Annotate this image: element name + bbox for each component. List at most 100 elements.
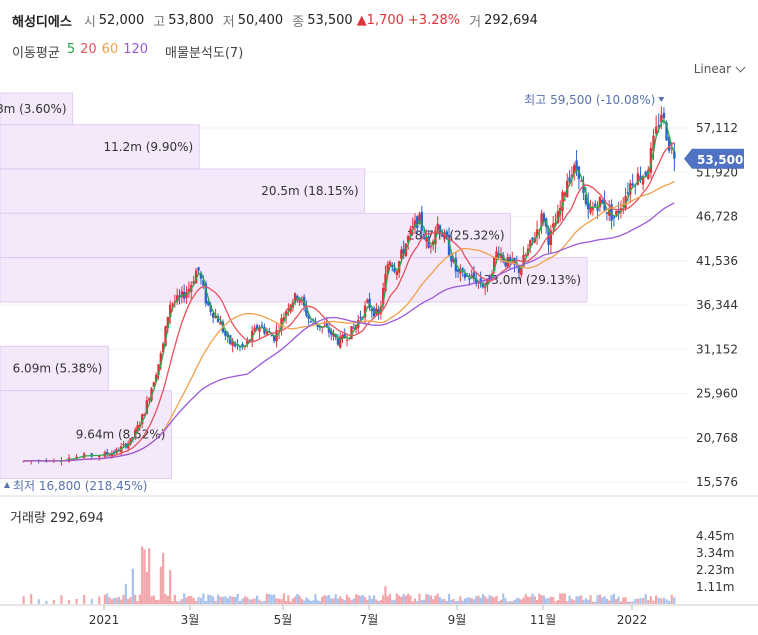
header-volume: 292,694 (484, 12, 538, 28)
candle-body (175, 295, 179, 302)
volume-bar (253, 598, 256, 604)
volume-bar (357, 594, 360, 604)
volume-bar (155, 599, 158, 604)
price-tick-label: 31,152 (696, 342, 738, 356)
volume-bar (231, 596, 234, 604)
volume-bar (138, 594, 141, 604)
volume-bar (236, 593, 239, 604)
volume-bar (289, 601, 292, 604)
volume-bar (624, 597, 627, 604)
volume-bar (270, 594, 273, 604)
volume-bar (598, 594, 602, 604)
volume-bar (502, 593, 505, 604)
candle-body (152, 382, 156, 387)
volume-bar (477, 595, 480, 604)
volume-bar (463, 598, 466, 604)
max-price-label: 최고 59,500 (-10.08%) (524, 93, 655, 107)
candle-body (486, 278, 489, 286)
candle-body (483, 286, 487, 288)
candle-body (418, 214, 421, 224)
ma-5-label[interactable]: 5 (66, 42, 76, 57)
volume-bar (617, 596, 620, 604)
ma-120-label[interactable]: 120 (123, 42, 149, 57)
volume-bar (538, 593, 541, 604)
candle-body (441, 234, 444, 237)
volume-bar (438, 596, 442, 604)
candle-body (171, 303, 174, 305)
candle-body (246, 340, 249, 344)
x-tick-label: 3월 (181, 613, 200, 627)
moving-average-line (23, 202, 675, 462)
candle-body (626, 192, 630, 194)
close-label: 종 (292, 14, 305, 30)
ma-60-label[interactable]: 60 (101, 42, 119, 57)
candle-body (481, 283, 485, 288)
volume-bar (545, 598, 548, 604)
x-tick-label: 11월 (530, 613, 556, 627)
volume-bar (143, 549, 146, 604)
volume-bar (131, 568, 134, 604)
candle-body (209, 305, 212, 312)
candle-body (166, 316, 170, 329)
volume-bar (176, 601, 179, 604)
candle-body (587, 201, 590, 210)
candle-body (359, 317, 362, 319)
volume-bar (164, 593, 167, 604)
volume-profile-label: 4.08m (3.60%) (0, 102, 67, 116)
candle-body (636, 173, 640, 185)
volume-bar (631, 601, 634, 604)
candle-body (493, 257, 496, 271)
ma-20-label[interactable]: 20 (80, 42, 97, 57)
volume-bar (589, 595, 592, 604)
candle-body (670, 147, 673, 149)
volume-bar (490, 596, 494, 604)
candle-body (168, 304, 172, 318)
volume-bar (180, 599, 183, 604)
volume-bar (416, 601, 419, 604)
candle-body (552, 223, 555, 228)
volume-bar (484, 596, 487, 604)
candle-body (131, 437, 135, 439)
ma-title[interactable]: 이동평균 (12, 46, 60, 61)
price-tick-label: 46,728 (696, 210, 738, 224)
volume-bar (418, 593, 421, 604)
volume-bar (282, 593, 285, 604)
volume-bar (657, 597, 660, 604)
candle-body (233, 343, 237, 347)
volume-bar (450, 599, 453, 604)
candle-body (591, 207, 595, 211)
volume-bar (461, 600, 464, 604)
volume-bar (601, 597, 604, 604)
volume-bar (332, 598, 335, 604)
volume-bar (422, 599, 426, 604)
candle-body (368, 298, 371, 309)
candle-body (603, 199, 606, 211)
volume-profile-toggle[interactable]: 매물분석도(7) (165, 46, 244, 61)
volume-bar (209, 595, 212, 604)
volume-bar (610, 595, 613, 604)
volume-bar (258, 599, 261, 604)
scale-dropdown[interactable]: Linear (694, 62, 746, 76)
volume-bar (183, 593, 186, 604)
volume-profile-bar (0, 124, 200, 170)
volume-bar (368, 595, 371, 604)
volume-profile-bar (0, 168, 366, 214)
candle-body (159, 353, 163, 365)
volume-bar (570, 599, 573, 604)
candle-body (298, 299, 301, 303)
volume-bar (171, 601, 174, 604)
candle-body (178, 295, 181, 298)
volume-bar (493, 597, 496, 604)
candle-body (575, 160, 578, 170)
candle-body (140, 414, 144, 424)
volume-bar (608, 600, 611, 604)
volume-bar (556, 600, 559, 604)
candle-body (639, 175, 642, 181)
volume-bar (113, 597, 116, 604)
candle-body (106, 451, 109, 455)
volume-bar (207, 594, 210, 604)
volume-bar (334, 594, 337, 604)
volume-bar (432, 599, 435, 604)
volume-bar (103, 594, 106, 604)
